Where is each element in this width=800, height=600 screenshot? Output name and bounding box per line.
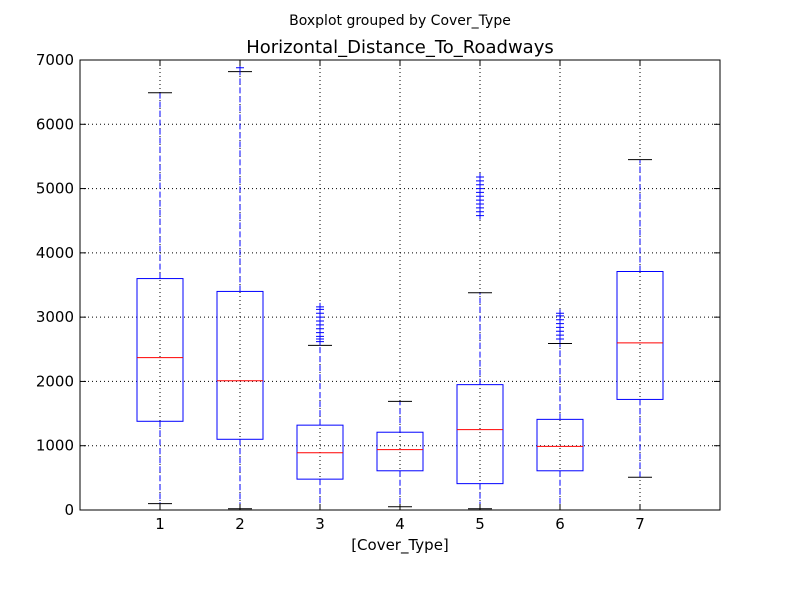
outlier-point [316,302,324,311]
outlier-point [476,173,484,181]
box-series [136,63,664,511]
y-tick-label: 0 [64,501,74,519]
y-tick-label: 4000 [36,244,74,262]
y-tick-label: 5000 [36,180,74,198]
y-tick-label: 1000 [36,437,74,455]
outlier-point [556,309,564,318]
box-body [136,278,184,422]
box-group [296,302,344,511]
box-group [616,159,664,478]
box-group [216,63,264,510]
box-body [296,424,344,480]
box-body [216,290,264,440]
box-group [376,400,424,508]
box-body [456,384,504,485]
x-tick-label: 4 [395,515,405,533]
chart-suptitle: Boxplot grouped by Cover_Type [289,13,511,29]
x-axis-label: [Cover_Type] [351,536,449,555]
axis-ticks: 0 1000 2000 3000 4000 5000 6000 7000 1 2 3 4 5 6 7 [36,51,720,533]
chart-title: Horizontal_Distance_To_Roadways [246,37,554,58]
x-tick-label: 5 [475,515,485,533]
y-tick-label: 6000 [36,115,74,133]
box-body [376,431,424,472]
box-body [536,418,584,472]
x-tick-label: 6 [555,515,565,533]
x-tick-label: 3 [315,515,325,533]
grid-lines [80,59,720,511]
x-tick-label: 1 [155,515,165,533]
box-group [536,309,584,511]
y-tick-label: 3000 [36,308,74,326]
box-group [456,173,504,510]
box-group [136,92,184,505]
box-body [616,271,664,400]
y-tick-label: 7000 [36,51,74,69]
x-tick-label: 2 [235,515,245,533]
x-tick-label: 7 [635,515,645,533]
y-tick-label: 2000 [36,372,74,390]
